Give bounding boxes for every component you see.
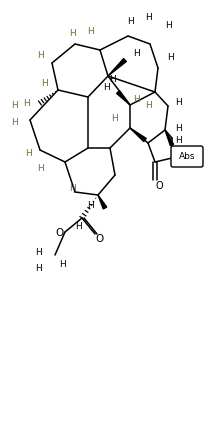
- Text: H: H: [175, 135, 181, 144]
- Text: H: H: [25, 148, 31, 158]
- Text: H: H: [59, 259, 65, 269]
- Polygon shape: [165, 130, 174, 146]
- Text: H: H: [37, 52, 43, 60]
- Text: H: H: [109, 75, 115, 84]
- Text: H: H: [11, 118, 17, 127]
- Text: O: O: [55, 228, 63, 238]
- Text: H: H: [165, 21, 171, 31]
- Text: H: H: [88, 28, 94, 36]
- Text: H: H: [128, 16, 134, 25]
- Text: O: O: [95, 234, 103, 244]
- Polygon shape: [108, 59, 126, 76]
- Text: H: H: [11, 100, 17, 110]
- Text: H: H: [145, 100, 151, 110]
- FancyBboxPatch shape: [171, 146, 203, 167]
- Text: H: H: [87, 201, 93, 210]
- Text: H: H: [145, 13, 151, 23]
- Text: H: H: [167, 53, 173, 63]
- Text: H: H: [69, 183, 75, 193]
- Text: O: O: [155, 181, 163, 191]
- Text: H: H: [35, 263, 41, 273]
- Text: H: H: [35, 247, 41, 257]
- Text: H: H: [175, 98, 181, 107]
- Text: H: H: [70, 29, 76, 39]
- Text: H: H: [133, 95, 139, 103]
- Text: H: H: [103, 83, 109, 91]
- Text: H: H: [75, 222, 81, 230]
- Text: H: H: [37, 163, 43, 173]
- Text: Abs: Abs: [179, 152, 195, 161]
- Polygon shape: [130, 128, 146, 142]
- Text: H: H: [112, 114, 118, 123]
- Text: H: H: [23, 99, 29, 107]
- Text: H: H: [41, 79, 47, 87]
- Polygon shape: [116, 91, 130, 105]
- Text: H: H: [175, 123, 181, 132]
- Polygon shape: [98, 195, 107, 209]
- Text: H: H: [133, 49, 139, 59]
